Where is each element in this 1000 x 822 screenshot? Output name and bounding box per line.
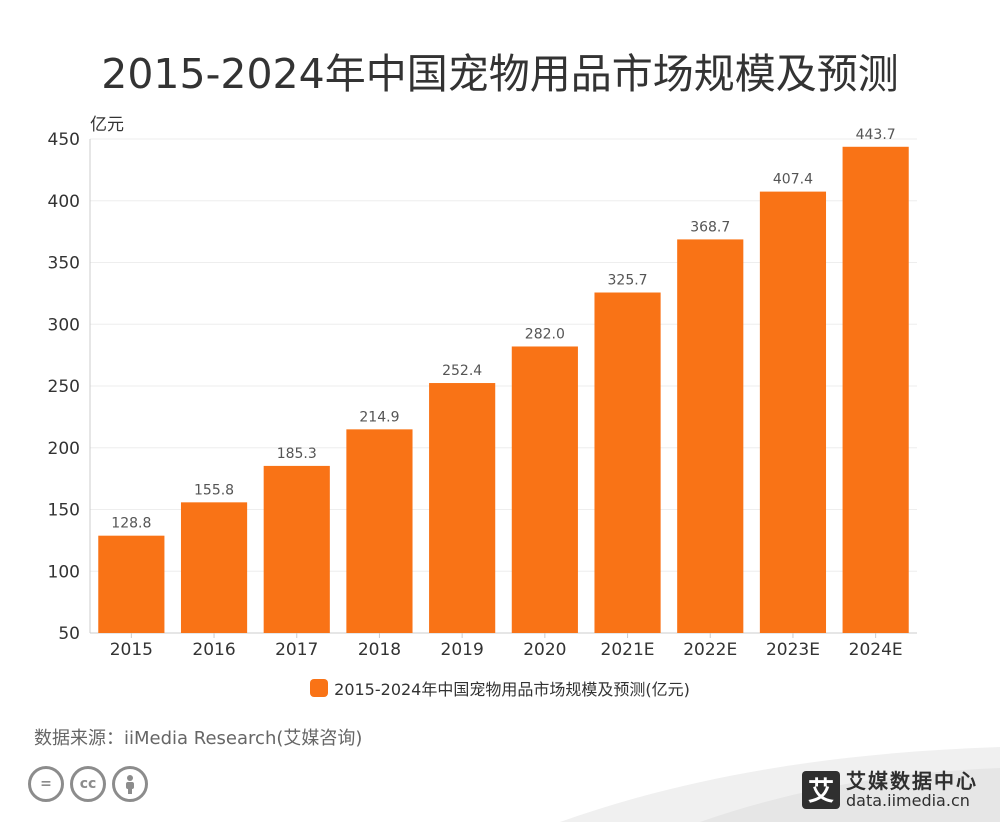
data-label: 128.8 (111, 516, 151, 532)
x-tick-label: 2021E (601, 640, 655, 660)
x-tick-label: 2023E (766, 640, 820, 660)
bar (511, 346, 578, 633)
x-tick-label: 2016 (192, 640, 235, 660)
data-label: 407.4 (773, 172, 813, 188)
legend-label: 2015-2024年中国宠物用品市场规模及预测(亿元) (334, 680, 690, 699)
data-label: 443.7 (856, 127, 896, 143)
y-tick-label: 250 (48, 377, 80, 397)
x-tick-label: 2017 (275, 640, 318, 660)
y-axis-unit: 亿元 (90, 115, 124, 135)
data-source: 数据来源：iiMedia Research(艾媒咨询) (34, 728, 363, 749)
bar (594, 292, 661, 633)
x-tick-label: 2024E (849, 640, 903, 660)
y-tick-label: 400 (48, 192, 80, 212)
license-icons: = cc (28, 766, 148, 802)
data-label: 252.4 (442, 363, 482, 379)
bar (263, 465, 330, 633)
brand-url: data.iimedia.cn (846, 791, 970, 810)
cc-icon: cc (70, 766, 106, 802)
footer-decoration (560, 747, 1000, 822)
equals-icon: = (28, 766, 64, 802)
x-tick-label: 2019 (441, 640, 484, 660)
x-tick-label: 2018 (358, 640, 401, 660)
data-label: 185.3 (277, 446, 317, 462)
bar (180, 502, 248, 633)
bar (842, 146, 909, 633)
brand-mark-icon: 艾 (802, 770, 840, 809)
brand-name: 艾媒数据中心 (846, 769, 978, 793)
legend-swatch (310, 679, 329, 697)
bar-chart: 50 100 150 200 250 300 350 400 450 亿元 128.8 2015 155… (48, 115, 917, 660)
bar (429, 383, 496, 633)
bar (759, 191, 827, 633)
bar (98, 535, 165, 633)
chart-legend: 2015-2024年中国宠物用品市场规模及预测(亿元) (0, 676, 1000, 700)
bar (346, 429, 413, 633)
y-tick-label: 350 (48, 254, 80, 274)
data-label: 368.7 (690, 219, 730, 235)
x-tick-label: 2020 (523, 640, 566, 660)
person-icon (112, 766, 148, 802)
y-tick-label: 50 (58, 624, 80, 644)
y-tick-label: 450 (48, 130, 80, 150)
brand-logo: 艾 艾媒数据中心 data.iimedia.cn (802, 770, 978, 810)
y-tick-label: 200 (48, 439, 80, 459)
chart-title: 2015-2024年中国宠物用品市场规模及预测 (101, 50, 899, 98)
data-label: 325.7 (608, 273, 648, 289)
x-tick-label: 2022E (683, 640, 737, 660)
y-tick-label: 150 (48, 501, 80, 521)
data-label: 214.9 (359, 409, 399, 425)
x-tick-label: 2015 (110, 640, 153, 660)
y-tick-label: 100 (48, 562, 80, 582)
data-label: 282.0 (525, 326, 565, 342)
y-tick-label: 300 (48, 315, 80, 335)
data-label: 155.8 (194, 482, 234, 498)
bar (677, 239, 744, 633)
